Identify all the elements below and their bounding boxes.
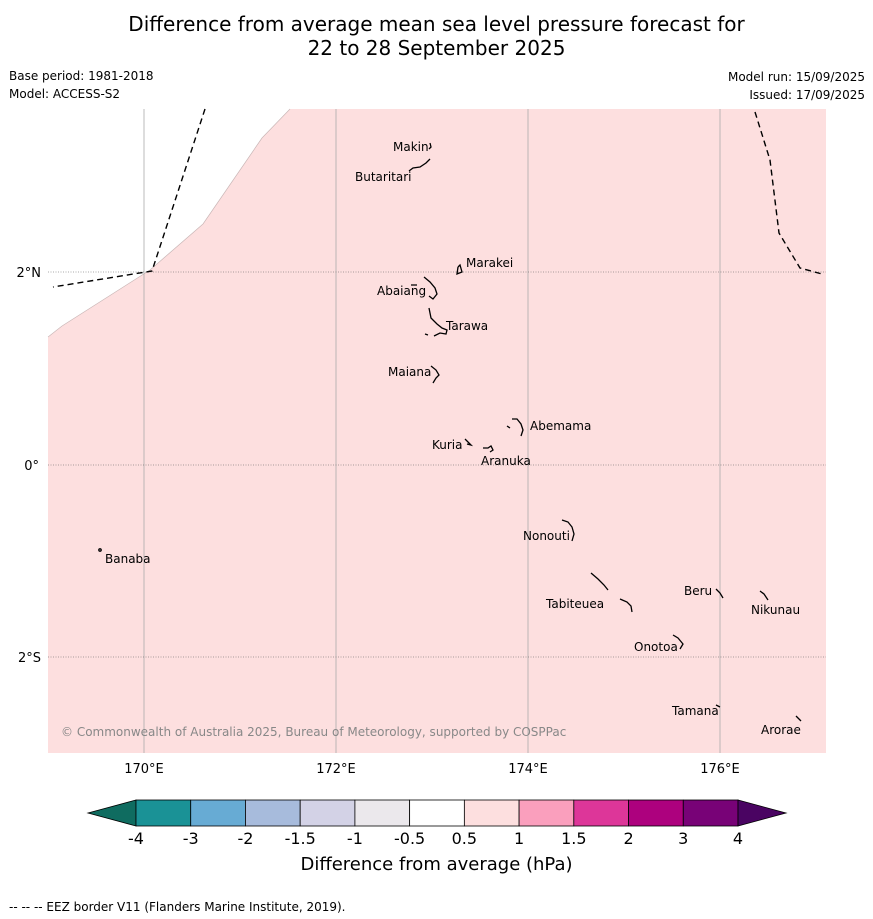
label-maiana: Maiana [388, 365, 431, 379]
colorbar-tick-label: 1.5 [561, 829, 587, 848]
title-line-2: 22 to 28 September 2025 [307, 36, 566, 60]
title-line-1: Difference from average mean sea level p… [128, 12, 745, 36]
lon-label-176e: 176°E [700, 762, 740, 777]
label-beru: Beru [684, 584, 712, 598]
colorbar-cell [409, 799, 465, 827]
island-aranuka [483, 445, 494, 453]
colorbar-under-arrow [86, 799, 137, 827]
island-onotoa [672, 634, 684, 650]
colorbar-tick-label: -1 [346, 829, 363, 848]
eez-border-west [52, 108, 206, 288]
colorbar-cell [135, 799, 192, 827]
colorbar-tick-label: 0.5 [451, 829, 478, 848]
colorbar-tick-label: -0.5 [394, 829, 426, 848]
eez-border-east [754, 111, 823, 275]
map-title: Difference from average mean sea level p… [0, 12, 873, 60]
label-banaba: Banaba [105, 552, 151, 566]
island-banaba [98, 548, 102, 552]
island-tamana [715, 704, 721, 708]
label-makin: Makin [393, 140, 429, 154]
island-tarawa [424, 307, 448, 337]
colorbar-cell [463, 799, 520, 827]
island-kuria [464, 438, 474, 447]
label-tamana: Tamana [671, 704, 719, 718]
colorbar-cell [573, 799, 629, 827]
no-data-edge [47, 108, 291, 338]
colorbar-cell [628, 799, 684, 827]
label-tabiteuea: Tabiteuea [545, 597, 604, 611]
colorbar-over-arrow [737, 799, 788, 827]
colorbar-tick-label: -2 [237, 829, 254, 848]
colorbar-cell [190, 799, 246, 827]
label-kuria: Kuria [432, 438, 463, 452]
island-abemama [506, 418, 524, 437]
label-nikunau: Nikunau [751, 603, 800, 617]
label-nonouti: Nonouti [523, 529, 570, 543]
island-makin [428, 142, 432, 150]
no-data-area [48, 109, 290, 337]
island-marakei [456, 263, 463, 276]
meridians [143, 109, 721, 753]
island-abaiang [411, 276, 438, 300]
island-nikunau [759, 590, 769, 601]
colorbar-cell [518, 799, 575, 827]
lon-label-174e: 174°E [508, 762, 548, 777]
model-run-date: Model run: 15/09/2025 [727, 70, 865, 84]
base-period: Base period: 1981-2018 [9, 69, 154, 83]
island-beru [715, 588, 724, 599]
island-maiana [430, 365, 440, 384]
colorbar-tick-label: 3 [678, 829, 689, 848]
model-name: Model: ACCESS-S2 [9, 87, 121, 101]
island-arorae [795, 715, 802, 722]
label-onotoa: Onotoa [634, 640, 678, 654]
colorbar [86, 799, 788, 827]
parallels [48, 271, 826, 658]
lon-label-170e: 170°E [124, 762, 164, 777]
colorbar-cell [245, 799, 301, 827]
colorbar-tick-label: 4 [732, 829, 744, 848]
colorbar-tick-label: -4 [128, 829, 144, 848]
label-abemama: Abemama [530, 419, 591, 433]
colorbar-tick-label: -3 [182, 829, 199, 848]
colorbar-cell [299, 799, 356, 827]
colorbar-cells [135, 799, 739, 827]
island-nonouti [561, 519, 575, 542]
colorbar-title: Difference from average (hPa) [300, 854, 573, 875]
label-butaritari: Butaritari [355, 170, 412, 184]
island-butaritari [408, 158, 431, 172]
islands [98, 142, 802, 722]
label-abaiang: Abaiang [377, 284, 426, 298]
colorbar-tick-label: 1 [513, 829, 525, 848]
label-arorae: Arorae [761, 723, 801, 737]
lat-label-2s: 2°S [18, 651, 41, 666]
colorbar-cell [682, 799, 739, 827]
lat-label-2n: 2°N [17, 266, 42, 281]
colorbar-tick-label: 2 [623, 829, 634, 848]
lat-label-0: 0° [24, 459, 39, 474]
label-marakei: Marakei [466, 256, 513, 270]
island-tabiteuea [590, 572, 633, 613]
issued-date: Issued: 17/09/2025 [749, 88, 865, 102]
colorbar-cell [354, 799, 411, 827]
copyright-notice: © Commonwealth of Australia 2025, Bureau… [61, 725, 566, 739]
lon-label-172e: 172°E [316, 762, 356, 777]
eez-borders [52, 108, 823, 288]
label-aranuka: Aranuka [481, 454, 531, 468]
label-tarawa: Tarawa [445, 319, 488, 333]
eez-footnote: -- -- -- EEZ border V11 (Flanders Marine… [9, 900, 346, 914]
colorbar-tick-label: -1.5 [284, 829, 316, 848]
